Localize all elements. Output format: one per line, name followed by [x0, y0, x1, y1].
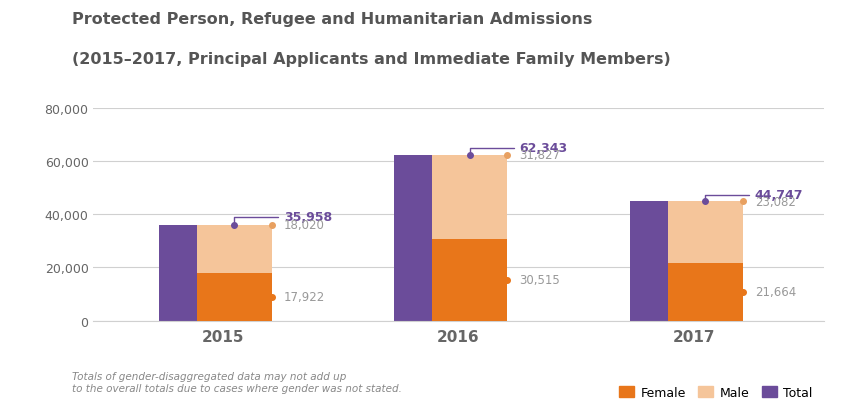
Text: 35,958: 35,958	[234, 211, 332, 224]
Bar	[432, 155, 508, 240]
Text: 62,343: 62,343	[469, 142, 567, 155]
Bar	[667, 202, 743, 263]
Bar	[197, 225, 272, 273]
Bar	[395, 155, 469, 321]
Bar	[159, 225, 234, 321]
Bar	[432, 240, 508, 321]
Text: 30,515: 30,515	[520, 274, 560, 287]
Text: 17,922: 17,922	[284, 290, 325, 304]
Legend: Female, Male, Total: Female, Male, Total	[614, 381, 818, 401]
Text: (2015–2017, Principal Applicants and Immediate Family Members): (2015–2017, Principal Applicants and Imm…	[72, 52, 671, 67]
Text: 21,664: 21,664	[755, 286, 796, 298]
Bar	[630, 202, 706, 321]
Bar	[197, 273, 272, 321]
Bar	[667, 263, 743, 321]
Text: Totals of gender-disaggregated data may not add up
to the overall totals due to : Totals of gender-disaggregated data may …	[72, 371, 402, 393]
Text: 18,020: 18,020	[284, 219, 324, 232]
Text: 23,082: 23,082	[755, 195, 796, 209]
Text: Protected Person, Refugee and Humanitarian Admissions: Protected Person, Refugee and Humanitari…	[72, 12, 593, 27]
Text: 31,827: 31,827	[520, 149, 560, 162]
Text: 44,747: 44,747	[706, 189, 803, 202]
